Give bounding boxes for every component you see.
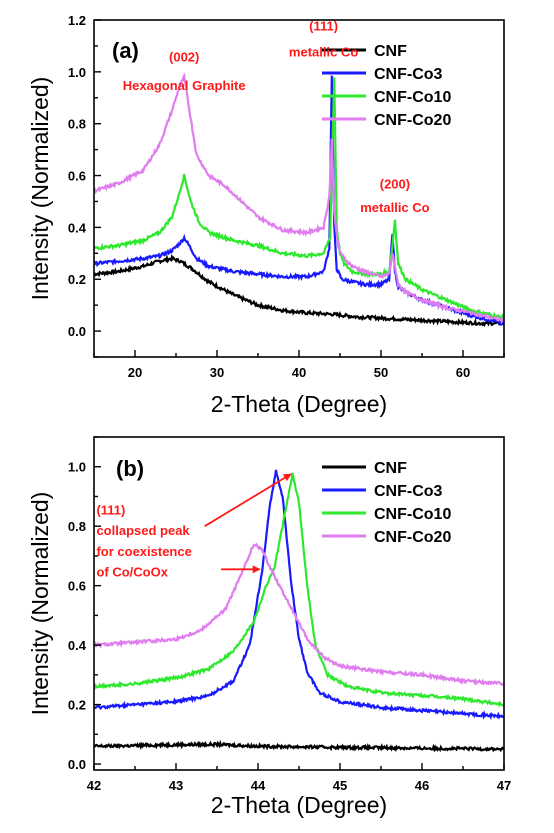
annotation-label: metallic Co [360, 200, 429, 215]
x-tick-label: 40 [292, 365, 306, 380]
legend-label: CNF [374, 43, 407, 60]
panel-label: (a) [112, 38, 139, 63]
annotation-label: (002) [169, 49, 199, 64]
y-tick-label: 0.6 [68, 579, 86, 594]
annotation-label: (111) [309, 18, 338, 33]
series-line-cnf-co10 [94, 77, 504, 321]
y-tick-label: 0.0 [68, 757, 86, 772]
annotation-label: Hexagonal Graphite [123, 78, 246, 93]
y-tick-label: 1.2 [68, 13, 86, 28]
annotation-label: metallic Co [289, 44, 358, 59]
y-tick-label: 1.0 [68, 460, 86, 475]
y-tick-label: 0.0 [68, 324, 86, 339]
y-tick-label: 0.2 [68, 698, 86, 713]
y-tick-label: 0.8 [68, 117, 86, 132]
annotation-label: collapsed peak [96, 523, 190, 538]
x-tick-label: 47 [497, 778, 511, 793]
x-tick-label: 50 [374, 365, 388, 380]
x-tick-label: 45 [333, 778, 347, 793]
y-tick-label: 0.4 [68, 220, 87, 235]
series-line-cnf-co10 [94, 472, 504, 708]
annotation-label: (111) [96, 502, 125, 517]
annotation-label: of Co/CoOx [96, 565, 168, 580]
legend-label: CNF-Co3 [374, 66, 443, 83]
legend-label: CNF [374, 460, 407, 477]
x-tick-label: 60 [456, 365, 470, 380]
annotation-label: (200) [380, 177, 410, 192]
y-tick-label: 1.0 [68, 65, 86, 80]
y-tick-label: 0.6 [68, 169, 86, 184]
legend-label: CNF-Co20 [374, 112, 451, 129]
chart-panel-b: 42 43 44 45 46 47 0.0 0.2 0.4 0.6 0.8 1.0 2-Theta (D… [27, 436, 511, 818]
series-line-cnf [94, 739, 504, 753]
x-tick-label: 44 [251, 778, 266, 793]
x-tick-label: 20 [128, 365, 142, 380]
panel-label: (b) [116, 456, 144, 481]
x-tick-label: 42 [87, 778, 101, 793]
series-line-cnf-co3 [94, 469, 504, 721]
y-axis-label: Intensity (Normalized) [27, 492, 53, 716]
x-axis-label: 2-Theta (Degree) [211, 792, 387, 818]
annotation-label: for coexistence [96, 544, 191, 559]
annotation-arrow [204, 473, 292, 527]
series-line-cnf [94, 253, 504, 328]
x-tick-label: 30 [210, 365, 224, 380]
x-tick-label: 43 [169, 778, 183, 793]
legend-label: CNF-Co10 [374, 506, 451, 523]
y-tick-label: 0.2 [68, 272, 86, 287]
y-axis-label: Intensity (Normalized) [27, 77, 53, 301]
y-tick-label: 0.4 [68, 638, 87, 653]
x-axis-label: 2-Theta (Degree) [211, 391, 387, 417]
legend-label: CNF-Co10 [374, 89, 451, 106]
legend-label: CNF-Co3 [374, 483, 443, 500]
series-line-cnf-co20 [94, 542, 504, 687]
y-tick-label: 0.8 [68, 519, 86, 534]
chart-panel-a: 20 30 40 50 60 0.0 0.2 0.4 0.6 0.8 1.0 1.2 2-Theta (… [27, 13, 505, 417]
series-line-cnf-co20 [94, 72, 504, 325]
legend-label: CNF-Co20 [374, 529, 451, 546]
plot-frame [93, 436, 505, 771]
x-tick-label: 46 [415, 778, 429, 793]
